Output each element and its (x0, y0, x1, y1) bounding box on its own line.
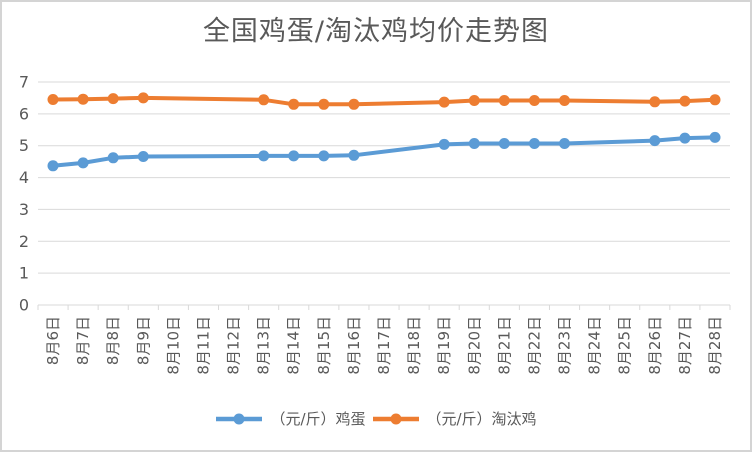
x-axis-tick-label: 8月17日 (375, 316, 393, 375)
y-axis-tick-label: 3 (19, 200, 29, 219)
y-axis-tick-label: 4 (19, 168, 29, 187)
data-point-marker (107, 152, 119, 164)
x-axis-tick-label: 8月22日 (525, 316, 543, 375)
x-axis-tick-label: 8月24日 (586, 316, 604, 375)
y-axis-tick-label: 5 (19, 136, 29, 155)
y-axis-tick-label: 6 (19, 104, 29, 123)
data-point-marker (468, 138, 480, 149)
data-point-marker (137, 151, 149, 162)
x-axis-tick-label: 8月12日 (225, 316, 243, 375)
x-axis-tick-label: 8月8日 (104, 316, 122, 365)
data-point-marker (679, 132, 691, 144)
data-point-marker (528, 95, 540, 106)
data-point-marker (438, 138, 450, 150)
data-point-marker (559, 95, 570, 106)
data-point-marker (348, 149, 360, 161)
x-axis-tick-label: 8月26日 (646, 316, 664, 375)
data-point-marker (47, 94, 59, 105)
data-point-marker (318, 150, 330, 162)
chart-legend: （元/斤）鸡蛋 （元/斤）淘汰鸡 (2, 408, 750, 429)
series-line-0 (51, 135, 717, 168)
legend-marker-culled-chicken-icon (372, 413, 419, 424)
data-point-marker (107, 93, 119, 105)
data-point-marker (498, 95, 510, 106)
data-point-marker (348, 98, 360, 110)
data-point-marker (438, 96, 450, 108)
x-axis-tick-label: 8月28日 (706, 316, 724, 375)
data-point-marker (649, 96, 661, 108)
data-point-marker (468, 95, 480, 106)
data-point-marker (709, 94, 721, 106)
x-axis-tick-label: 8月20日 (465, 316, 483, 375)
data-point-marker (47, 160, 59, 172)
x-axis-tick-label: 8月25日 (616, 316, 634, 375)
data-point-marker (77, 93, 89, 105)
x-axis-tick-label: 8月7日 (74, 316, 92, 365)
chart-title: 全国鸡蛋/淘汰鸡均价走势图 (202, 16, 550, 47)
data-point-marker (288, 98, 300, 110)
data-point-marker (258, 94, 270, 106)
x-axis-tick-label: 8月19日 (435, 316, 453, 375)
y-axis-tick-label: 1 (19, 264, 29, 283)
x-axis-tick-label: 8月23日 (556, 316, 574, 375)
legend-label-egg: （元/斤）鸡蛋 (270, 410, 366, 428)
x-axis-tick-label: 8月9日 (134, 316, 152, 365)
data-point-marker (77, 157, 89, 169)
x-axis-tick-label: 8月18日 (405, 316, 423, 375)
x-axis-tick-label: 8月13日 (255, 316, 273, 375)
x-axis-tick-label: 8月14日 (285, 316, 303, 375)
data-point-marker (559, 138, 570, 149)
data-point-marker (137, 92, 149, 104)
x-axis-tick-label: 8月27日 (676, 316, 694, 375)
data-point-marker (528, 138, 540, 149)
legend-label-culled-chicken: （元/斤）淘汰鸡 (426, 410, 537, 428)
y-axis-tick-label: 7 (19, 73, 29, 92)
data-point-marker (498, 138, 510, 149)
legend-item-culled-chicken: （元/斤）淘汰鸡 (372, 408, 537, 429)
x-axis-tick-label: 8月15日 (315, 316, 333, 375)
data-point-marker (258, 150, 270, 162)
data-point-marker (318, 98, 330, 110)
x-axis-tick-label: 8月11日 (194, 316, 212, 375)
x-axis-tick-label: 8月6日 (44, 316, 62, 365)
x-axis-tick-label: 8月10日 (164, 316, 182, 375)
data-point-marker (679, 95, 691, 107)
data-point-marker (709, 131, 721, 143)
x-axis-tick-label: 8月21日 (495, 316, 513, 375)
x-axis-tick-label: 8月16日 (345, 316, 363, 375)
data-point-marker (288, 150, 300, 162)
data-point-marker (649, 135, 661, 147)
legend-marker-egg-icon (216, 413, 263, 424)
y-axis-tick-label: 2 (19, 232, 29, 251)
series-line-1 (51, 95, 717, 107)
legend-item-egg: （元/斤）鸡蛋 (215, 408, 366, 429)
y-axis-tick-label: 0 (19, 296, 29, 315)
